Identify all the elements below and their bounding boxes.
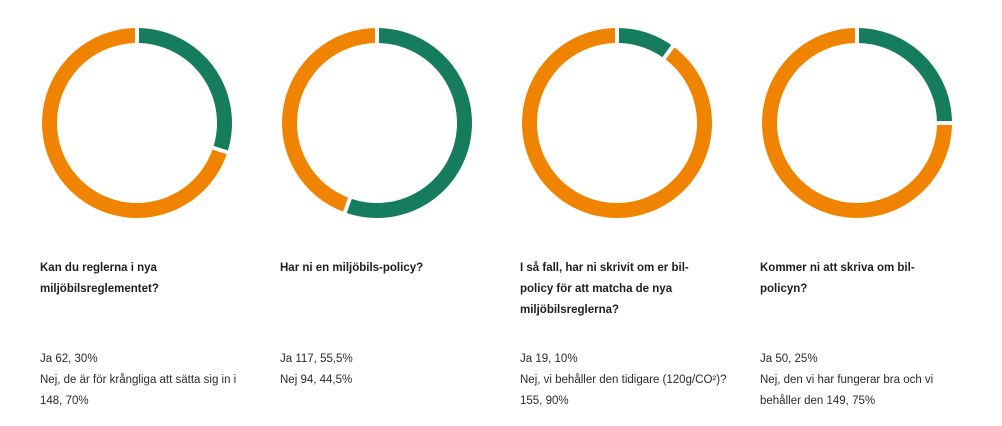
chart-panel-4: Kommer ni att skriva om bil-policyn? Ja … [760,0,990,426]
donut-chart-2 [282,26,472,218]
donut-chart-3 [522,26,712,219]
donut-slice-nej-2 [282,28,377,213]
legend-ja-2: Ja 117, 55,5% [280,353,353,365]
legend-ja-3: Ja 19, 10% [520,353,578,365]
chart-panel-2: Har ni en miljöbils-policy? Ja 117, 55,5… [280,0,510,426]
legend-nej-4: Nej, den vi har fungerar bra och vi behå… [760,374,934,407]
chart-panel-3: I så fall, har ni skrivit om er bil-poli… [520,0,750,426]
chart-panel-1: Kan du reglerna i nya miljöbilsreglement… [40,0,270,426]
legend-ja-1: Ja 62, 30% [40,353,98,365]
chart-title-3: I så fall, har ni skrivit om er bil-poli… [520,262,689,316]
slice-separator-2-3 [661,43,676,62]
donut-chart-1 [42,26,232,218]
legend-nej-1: Nej, de är för krångliga att sätta sig i… [40,374,237,407]
slice-separator-2-1 [210,145,230,155]
donut-slice-ja-1 [137,28,232,153]
chart-title-1: Kan du reglerna i nya miljöbilsreglement… [40,262,159,295]
donut-slice-ja-2 [344,28,472,218]
chart-title-4: Kommer ni att skriva om bil-policyn? [760,262,915,295]
legend-nej-2: Nej 94, 44,5% [280,374,353,386]
donut-slice-ja-3 [617,28,673,59]
donut-slice-ja-4 [857,28,952,123]
chart-title-2: Har ni en miljöbils-policy? [280,262,424,274]
donut-slice-nej-3 [522,28,712,219]
slice-separator-2-2 [342,195,353,215]
legend-ja-4: Ja 50, 25% [760,353,818,365]
donut-chart-4 [762,26,954,218]
legend-nej-3: Nej, vi behåller den tidigare (120g/CO²)… [520,374,727,407]
